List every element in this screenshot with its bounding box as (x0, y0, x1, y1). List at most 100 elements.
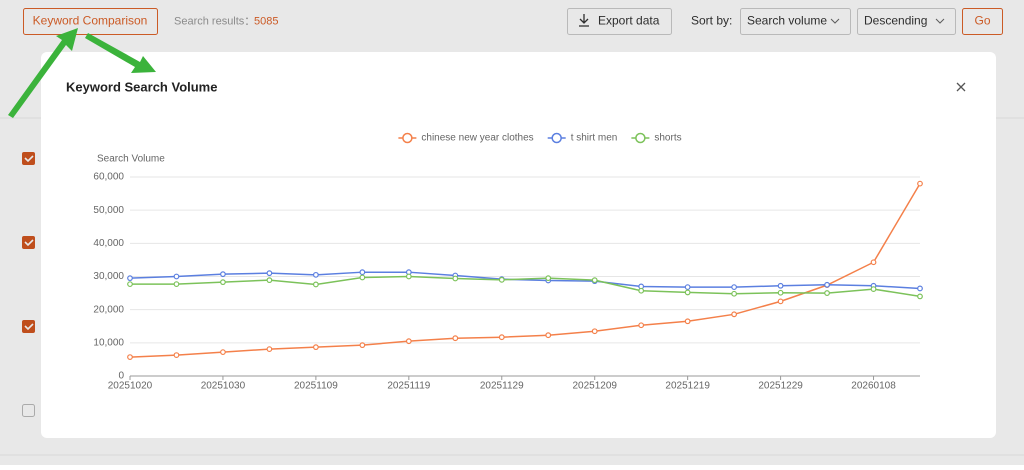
data-point (777, 298, 784, 305)
data-point (917, 285, 923, 292)
data-point (359, 269, 366, 276)
data-point (266, 270, 273, 277)
data-point (127, 354, 133, 360)
legend-item[interactable]: chinese new year clothes (398, 132, 534, 144)
results-label: Search results： (174, 15, 255, 27)
sort-order-value: Descending (864, 14, 927, 28)
checkbox[interactable] (22, 404, 35, 417)
data-point (545, 332, 552, 339)
x-tick-label: 20251229 (758, 381, 803, 392)
data-point (684, 284, 691, 291)
legend-marker (635, 132, 646, 144)
y-axis-title: Search Volume (97, 154, 165, 165)
data-point (312, 271, 319, 278)
data-point (917, 180, 923, 187)
data-point (870, 286, 877, 293)
x-tick-label: 20251209 (572, 381, 617, 392)
data-point (173, 281, 180, 288)
data-point (777, 289, 784, 296)
chevron (935, 18, 945, 24)
data-point (266, 346, 273, 353)
annotation-arrows (8, 28, 156, 118)
data-point (638, 322, 645, 329)
data-point (452, 335, 459, 342)
x-tick-label: 20251030 (201, 381, 246, 392)
x-tick-label: 20251129 (480, 381, 524, 392)
legend-item[interactable]: t shirt men (547, 132, 618, 144)
x-tick-label: 20251119 (387, 381, 430, 392)
data-point (173, 352, 180, 359)
x-tick-label: 20251219 (665, 381, 710, 392)
data-point (220, 271, 226, 278)
y-tick-label: 50,000 (93, 205, 124, 216)
chevron (830, 18, 840, 24)
data-point (870, 259, 877, 266)
export-button-label: Export data (598, 14, 660, 28)
go-button-label: Go (974, 14, 990, 28)
legend-label: chinese new year clothes (421, 133, 533, 144)
data-point (731, 311, 738, 318)
data-point (684, 318, 691, 325)
sort-field-select[interactable] (740, 8, 851, 35)
y-tick-label: 0 (118, 371, 124, 382)
data-point (498, 334, 505, 341)
y-tick-label: 40,000 (93, 238, 124, 249)
data-point (220, 279, 226, 286)
sort-order-select[interactable] (857, 8, 956, 35)
data-point (452, 275, 459, 282)
checkbox[interactable] (22, 236, 35, 249)
data-point (731, 290, 738, 297)
data-point (777, 282, 784, 289)
data-point (359, 342, 366, 349)
data-point (359, 274, 366, 281)
data-point (591, 328, 598, 335)
download-icon (579, 14, 589, 27)
data-point (127, 275, 133, 282)
data-point (684, 289, 691, 296)
compare-button-label: Keyword Comparison (33, 14, 148, 28)
legend-marker (551, 132, 562, 144)
checkmarks (24, 155, 34, 331)
series-line (129, 183, 921, 358)
data-point (312, 344, 319, 351)
data-point (498, 276, 505, 283)
sort-label: Sort by: (691, 14, 732, 28)
export-button[interactable] (567, 8, 672, 35)
modal (41, 52, 996, 438)
data-point (731, 284, 738, 291)
go-button[interactable] (962, 8, 1003, 35)
modal-title: Keyword Search Volume (66, 79, 217, 94)
legend-label: t shirt men (571, 133, 618, 144)
close-button[interactable] (956, 82, 966, 92)
data-point (638, 287, 645, 294)
x-tick-label: 20260108 (851, 381, 896, 392)
series-line (130, 275, 921, 298)
data-point (824, 290, 830, 296)
data-point (220, 349, 226, 356)
y-tick-label: 60,000 (93, 172, 124, 183)
y-tick-label: 10,000 (93, 337, 124, 348)
chart: 0 10,000 20,000 30,000 40,000 50,000 60,000 202… (93, 132, 923, 392)
legend-item[interactable]: shorts (631, 132, 682, 144)
checkbox[interactable] (22, 320, 35, 333)
y-tick-label: 30,000 (93, 271, 124, 282)
y-tick-label: 20,000 (93, 304, 124, 315)
legend-label: shorts (654, 133, 681, 144)
data-point (173, 273, 180, 280)
series-line (129, 271, 921, 290)
x-tick-label: 20251109 (294, 381, 338, 392)
data-point (405, 338, 412, 345)
data-point (266, 277, 273, 284)
data-point (545, 275, 552, 282)
data-point (405, 273, 412, 280)
checkbox[interactable] (22, 152, 35, 165)
results-count: 5085 (254, 15, 278, 27)
sort-field-value: Search volume (747, 14, 827, 28)
data-point (127, 281, 133, 288)
legend-marker (402, 132, 413, 144)
data-point (591, 277, 598, 284)
data-point (824, 281, 830, 288)
data-point (917, 293, 923, 300)
x-tick-label: 20251020 (108, 381, 153, 392)
